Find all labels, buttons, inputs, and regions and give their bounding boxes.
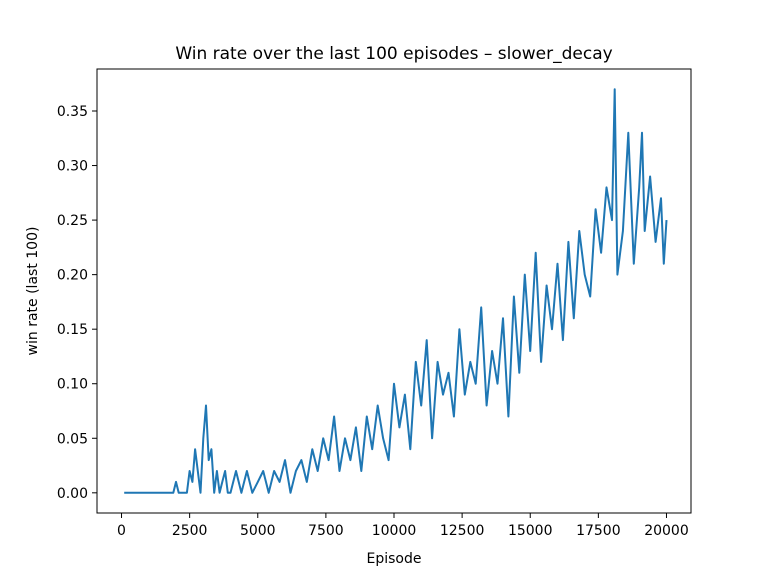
chart-title: Win rate over the last 100 episodes – sl… — [175, 44, 612, 64]
x-tick-label: 20000 — [644, 523, 689, 539]
x-tick-label: 10000 — [372, 523, 417, 539]
y-tick-label: 0.30 — [57, 159, 88, 175]
series-line-win-rate — [124, 88, 668, 494]
x-tick-label: 15000 — [508, 523, 553, 539]
y-tick-label: 0.20 — [57, 268, 88, 284]
x-tick-label: 0 — [117, 523, 126, 539]
y-tick-label: 0.05 — [57, 431, 88, 447]
x-tick-label: 12500 — [440, 523, 485, 539]
y-axis-label: win rate (last 100) — [25, 227, 41, 356]
x-tick-label: 7500 — [308, 523, 344, 539]
x-tick-label: 5000 — [240, 523, 276, 539]
x-tick-label: 2500 — [172, 523, 208, 539]
y-tick-label: 0.15 — [57, 322, 88, 338]
y-tick-label: 0.10 — [57, 377, 88, 393]
x-tick-label: 17500 — [576, 523, 621, 539]
x-axis-ticks: 0 2500 5000 7500 10000 12500 15000 17500 20000 — [117, 513, 689, 539]
y-axis-ticks: 0.00 0.05 0.10 0.15 0.20 0.25 0.30 0.35 — [57, 104, 97, 502]
y-tick-label: 0.35 — [57, 104, 88, 120]
x-axis-label: Episode — [367, 551, 422, 567]
y-tick-label: 0.00 — [57, 486, 88, 502]
y-tick-label: 0.25 — [57, 213, 88, 229]
